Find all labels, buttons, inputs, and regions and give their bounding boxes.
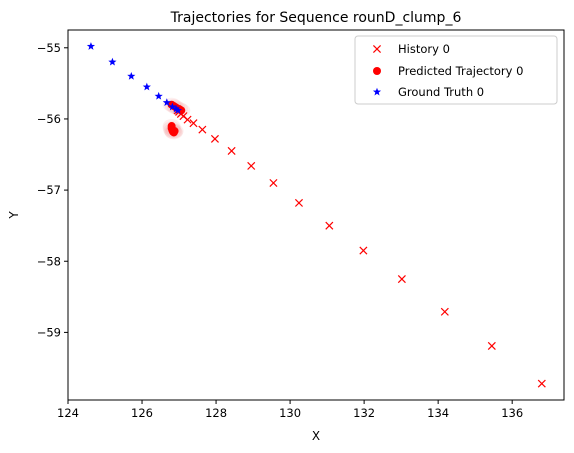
- y-axis-ticks: −55 −56 −57 −58 −59: [37, 41, 68, 340]
- x-tick-label: 130: [279, 406, 301, 420]
- history-point: [326, 222, 333, 229]
- ground-truth-point: [87, 42, 95, 50]
- ground-truth-point: [108, 58, 116, 66]
- y-tick-label: −57: [37, 183, 61, 197]
- y-axis-label: Y: [7, 211, 21, 220]
- history-point: [248, 162, 255, 169]
- x-tick-label: 136: [501, 406, 523, 420]
- legend-label: Ground Truth 0: [398, 85, 484, 99]
- ground-truth-point: [143, 83, 151, 91]
- history-point: [199, 126, 206, 133]
- ground-truth-point: [127, 72, 135, 80]
- y-tick-label: −55: [37, 41, 61, 55]
- history-point: [488, 342, 495, 349]
- history-point: [360, 247, 367, 254]
- history-point: [228, 147, 235, 154]
- series-3: [87, 42, 182, 114]
- legend-label: History 0: [398, 42, 450, 56]
- chart-title: Trajectories for Sequence rounD_clump_6: [170, 10, 462, 26]
- x-axis-label: X: [312, 429, 320, 443]
- predicted-point: [171, 127, 179, 135]
- history-point: [270, 179, 277, 186]
- y-tick-label: −58: [37, 254, 61, 268]
- history-point: [441, 308, 448, 315]
- history-point: [398, 275, 405, 282]
- x-tick-label: 124: [57, 406, 79, 420]
- x-tick-label: 128: [205, 406, 227, 420]
- x-axis-ticks: 124 126 128 130 132 134 136: [57, 400, 523, 420]
- y-tick-label: −59: [37, 325, 61, 339]
- ground-truth-point: [155, 92, 163, 100]
- history-point: [295, 199, 302, 206]
- series-1: [174, 107, 545, 387]
- x-tick-label: 126: [131, 406, 153, 420]
- y-tick-label: −56: [37, 112, 61, 126]
- history-point: [538, 380, 545, 387]
- legend-marker: [373, 67, 381, 75]
- history-point: [211, 135, 218, 142]
- legend-label: Predicted Trajectory 0: [398, 64, 523, 78]
- legend: History 0 Predicted Trajectory 0 Ground Tr…: [355, 36, 557, 104]
- x-tick-label: 134: [427, 406, 449, 420]
- x-tick-label: 132: [353, 406, 375, 420]
